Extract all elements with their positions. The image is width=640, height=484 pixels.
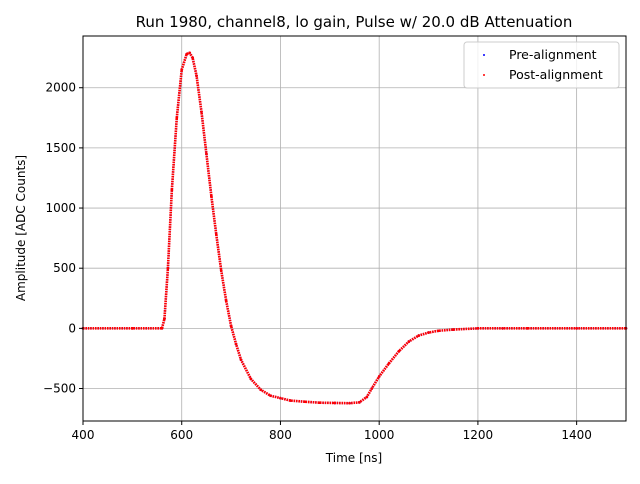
x-axis: 400 600 800 1000 1200 1400 — [72, 421, 592, 442]
y-tick-label: 0 — [68, 321, 76, 335]
data-point — [377, 375, 381, 378]
data-point — [407, 340, 411, 343]
legend: Pre-alignment Post-alignment — [463, 41, 620, 89]
data-point — [234, 342, 238, 346]
data-point — [170, 188, 174, 192]
y-axis-label: Amplitude [ADC Counts] — [14, 155, 28, 301]
legend-box — [463, 41, 620, 89]
data-point — [370, 387, 374, 390]
data-point — [166, 266, 170, 270]
data-point — [451, 328, 455, 331]
y-tick-label: 500 — [53, 261, 76, 275]
x-tick-label: 400 — [72, 428, 95, 442]
x-tick-label: 1400 — [561, 428, 592, 442]
plot-frame — [82, 35, 627, 422]
data-point — [191, 56, 194, 59]
y-tick-label: −500 — [43, 382, 76, 396]
x-tick-label: 800 — [269, 428, 292, 442]
data-point — [437, 329, 440, 333]
y-tick-label: 1000 — [45, 201, 76, 215]
data-point — [525, 327, 529, 330]
data-point — [303, 400, 307, 404]
chart-title: Run 1980, channel8, lo gain, Pulse w/ 20… — [136, 13, 573, 31]
legend-label-pre-alignment: Pre-alignment — [509, 47, 597, 62]
data-point — [185, 52, 188, 56]
series-trace — [83, 51, 626, 405]
data-point — [188, 51, 191, 55]
data-point — [195, 74, 198, 78]
data-point — [210, 194, 213, 198]
data-point — [397, 349, 401, 353]
data-point — [205, 152, 208, 156]
y-axis: −500 0 500 1000 1500 2000 — [43, 81, 83, 396]
data-point — [131, 327, 134, 330]
data-point — [501, 327, 504, 330]
series-post-alignment — [81, 51, 628, 405]
x-tick-label: 1200 — [463, 428, 494, 442]
data-point — [269, 394, 272, 398]
plot-series — [81, 51, 628, 405]
y-tick-label: 1500 — [45, 141, 76, 155]
data-point — [219, 269, 223, 272]
data-point — [575, 327, 578, 330]
data-point — [239, 358, 243, 361]
data-point — [229, 324, 233, 328]
data-point — [163, 317, 166, 321]
y-tick-label: 2000 — [45, 81, 76, 95]
data-point — [224, 299, 228, 302]
legend-label-post-alignment: Post-alignment — [509, 67, 603, 82]
data-point — [318, 401, 322, 405]
data-point — [358, 401, 361, 404]
data-point — [279, 396, 282, 400]
x-tick-label: 1000 — [364, 428, 395, 442]
data-point — [259, 388, 263, 392]
data-point — [160, 327, 164, 330]
data-point — [427, 331, 430, 334]
data-point — [249, 377, 253, 381]
data-point — [200, 110, 203, 114]
legend-marker-post-alignment — [483, 74, 485, 76]
data-point — [348, 401, 351, 405]
x-tick-label: 600 — [170, 428, 193, 442]
data-point — [175, 116, 179, 120]
data-point — [417, 334, 420, 337]
data-point — [365, 395, 369, 399]
x-axis-label: Time [ns] — [325, 451, 382, 465]
data-point — [387, 361, 391, 365]
legend-marker-pre-alignment — [483, 54, 485, 56]
grid — [82, 36, 626, 421]
data-point — [289, 399, 292, 402]
data-point — [214, 233, 218, 236]
data-point — [476, 327, 480, 330]
data-point — [180, 68, 184, 71]
data-point — [333, 401, 337, 405]
